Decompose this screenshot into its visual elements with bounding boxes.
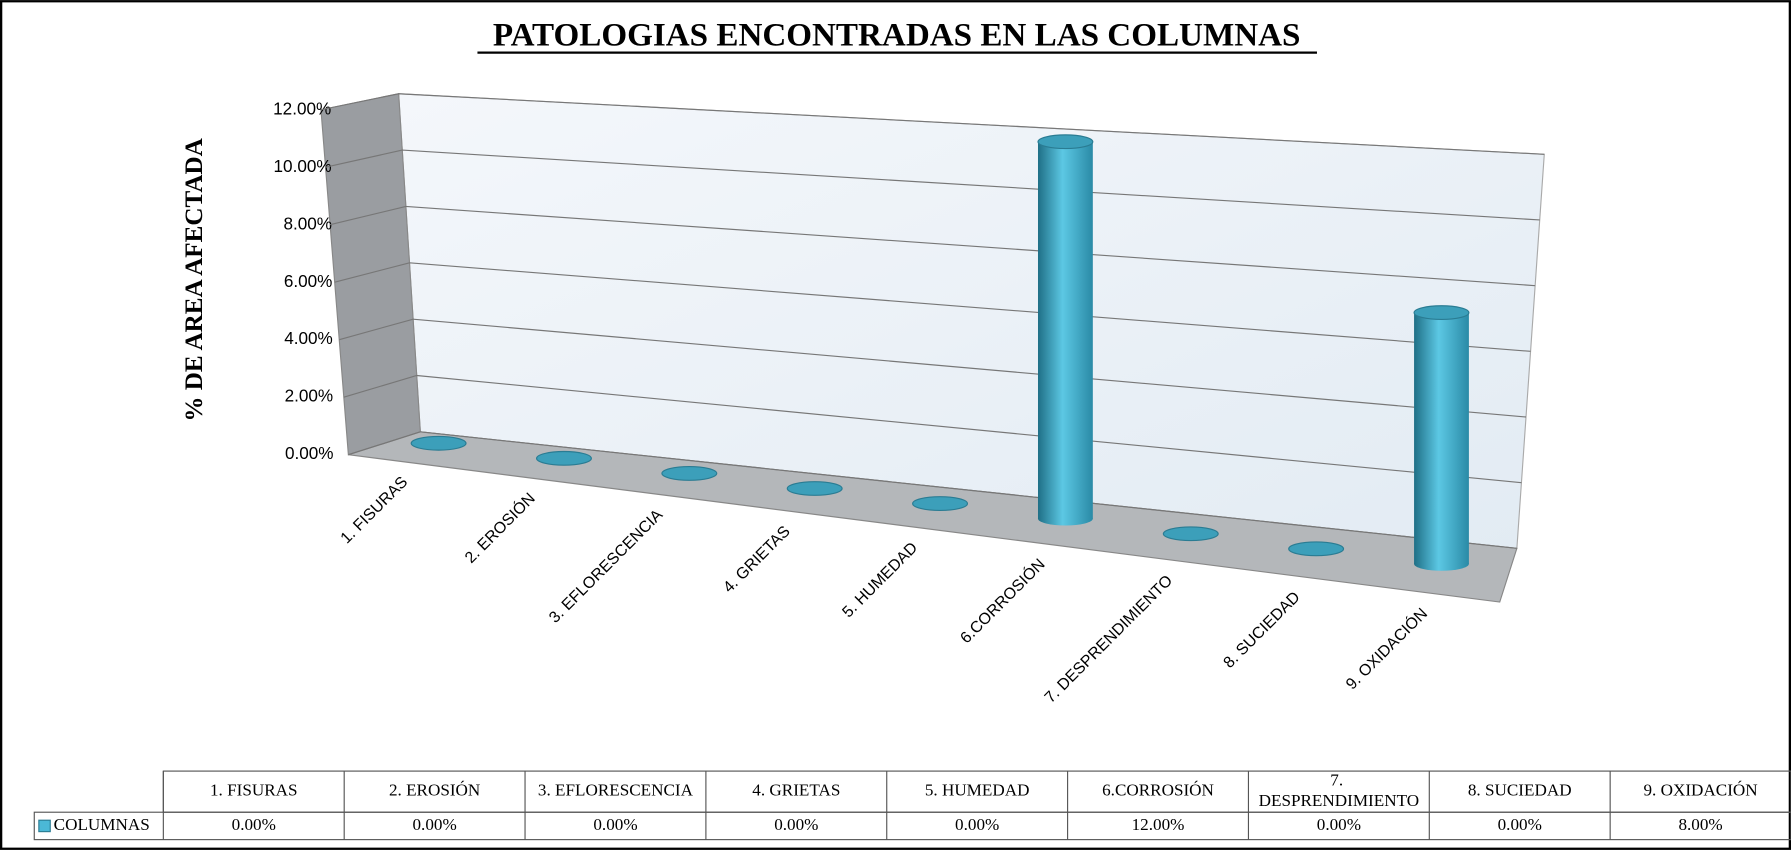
bar-top xyxy=(410,435,467,451)
table-header: 7. DESPRENDIMIENTO xyxy=(1259,770,1419,810)
chart-title: PATOLOGIAS ENCONTRADAS EN LAS COLUMNAS xyxy=(493,16,1301,53)
grid-line xyxy=(334,262,1531,352)
table-header: 1. FISURAS xyxy=(210,781,298,800)
table-cell xyxy=(33,811,1791,841)
grid-line xyxy=(348,431,1517,549)
table-value: 0.00% xyxy=(412,815,456,834)
y-tick-label: 8.00% xyxy=(283,213,332,233)
table-header: 2. EROSIÓN xyxy=(389,781,480,800)
bar xyxy=(1414,312,1469,564)
bar-top xyxy=(1037,134,1094,150)
bar-top xyxy=(912,496,969,512)
bar-top xyxy=(535,450,592,466)
bar-top xyxy=(786,481,843,496)
y-tick-label: 12.00% xyxy=(273,98,331,118)
y-tick-label: 6.00% xyxy=(284,271,333,291)
table-header: 5. HUMEDAD xyxy=(925,781,1030,800)
table-value: 0.00% xyxy=(1317,815,1361,834)
legend-label: COLUMNAS xyxy=(54,815,150,834)
table-header: 8. SUCIEDAD xyxy=(1468,781,1572,800)
y-tick-label: 4.00% xyxy=(284,328,333,348)
bar-base xyxy=(1414,557,1469,571)
grid-line xyxy=(320,93,1545,155)
y-tick-label: 10.00% xyxy=(274,156,332,176)
grid-line xyxy=(343,374,1522,484)
y-tick-label: 2.00% xyxy=(285,386,334,406)
grid-line xyxy=(329,205,1536,287)
grid-line xyxy=(339,318,1527,418)
table-value: 0.00% xyxy=(774,815,818,834)
table-value: 12.00% xyxy=(1132,815,1185,834)
table-value: 0.00% xyxy=(593,815,637,834)
table-header: 3. EFLORESCENCIA xyxy=(538,781,694,800)
table-value: 8.00% xyxy=(1678,815,1722,834)
y-axis-label: % DE AREA AFECTADA xyxy=(181,138,208,421)
bar-top xyxy=(1288,541,1345,557)
bar xyxy=(1037,141,1093,519)
table-header: 9. OXIDACIÓN xyxy=(1643,781,1757,800)
bar-top xyxy=(1162,526,1219,542)
bar-top xyxy=(661,466,718,481)
y-tick-label: 0.00% xyxy=(285,443,334,463)
legend-swatch xyxy=(38,819,51,833)
table-value: 0.00% xyxy=(1498,815,1542,834)
table-header: 6.CORROSIÓN xyxy=(1102,781,1214,800)
table-value: 0.00% xyxy=(955,815,999,834)
table-value: 0.00% xyxy=(232,815,276,834)
grid-line xyxy=(325,149,1540,221)
table-header: 4. GRIETAS xyxy=(752,781,840,800)
bar-top xyxy=(1413,305,1470,321)
bar-base xyxy=(1037,511,1093,526)
